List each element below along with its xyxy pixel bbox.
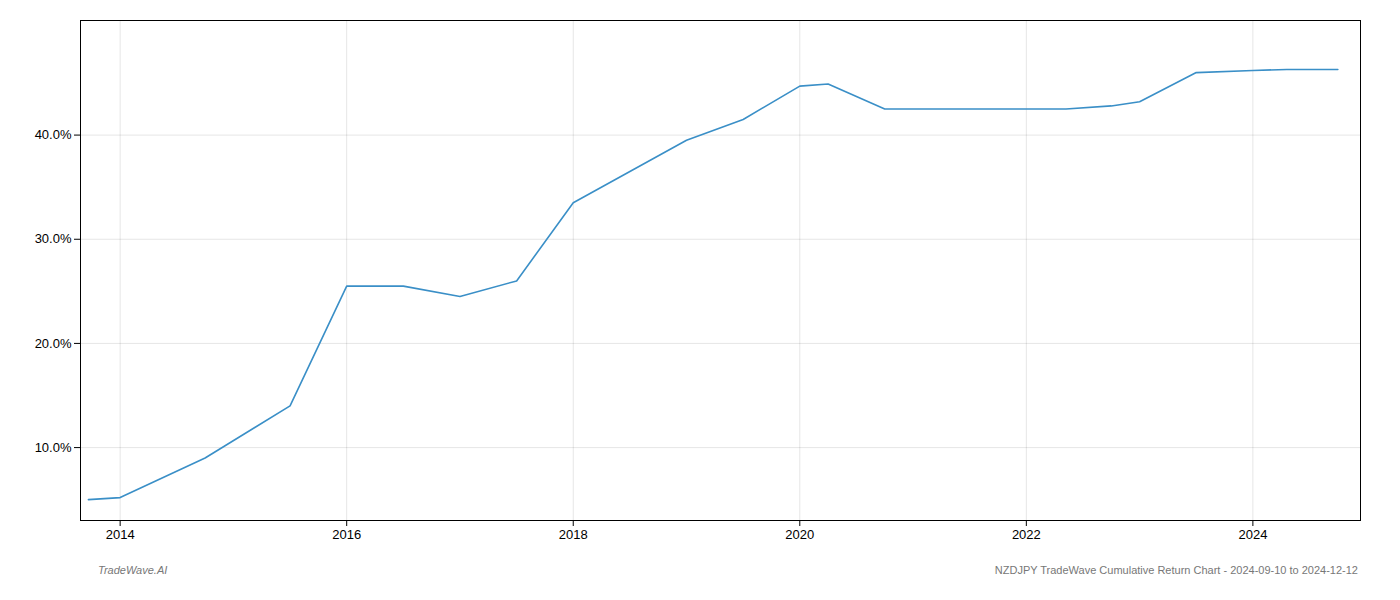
svg-text:40.0%: 40.0%	[35, 127, 72, 142]
html-text:NZDJPY TradeWave Cumulative Re: NZDJPY TradeWave Cumulative Return Chart…	[994, 564, 1358, 576]
svg-text:10.0%: 10.0%	[35, 440, 72, 455]
svg-text:2024: 2024	[1238, 527, 1267, 542]
svg-text:2014: 2014	[106, 527, 135, 542]
svg-text:2022: 2022	[1012, 527, 1041, 542]
svg-text:30.0%: 30.0%	[35, 231, 72, 246]
svg-text:20.0%: 20.0%	[35, 336, 72, 351]
svg-text:2018: 2018	[559, 527, 588, 542]
svg-text:2016: 2016	[332, 527, 361, 542]
html-text:TradeWave.AI: TradeWave.AI	[98, 564, 168, 576]
svg-text:2020: 2020	[785, 527, 814, 542]
